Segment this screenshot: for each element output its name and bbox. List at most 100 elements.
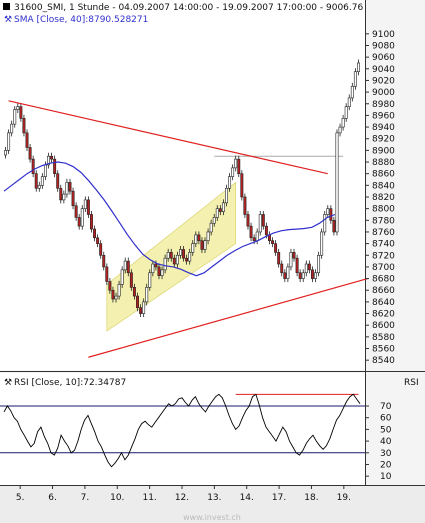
candle-body xyxy=(86,199,90,215)
candle-body xyxy=(65,182,69,195)
x-tick-label: 6. xyxy=(48,493,57,503)
candle xyxy=(332,216,336,236)
candle-body xyxy=(350,85,354,99)
candle xyxy=(31,155,35,178)
y-tick-label: 8960 xyxy=(372,111,395,121)
candle xyxy=(280,260,284,277)
candle xyxy=(10,120,14,137)
candle-body xyxy=(203,240,207,250)
candle xyxy=(114,292,118,303)
candle xyxy=(56,170,60,192)
candle xyxy=(37,181,41,192)
candle-body xyxy=(25,132,29,148)
candle xyxy=(335,129,339,236)
candle-body xyxy=(197,234,201,242)
candle xyxy=(347,94,351,111)
candle xyxy=(274,240,278,256)
candle-body xyxy=(175,254,179,265)
candle xyxy=(77,213,81,230)
candle xyxy=(22,114,26,137)
candle-body xyxy=(136,295,139,309)
candle-body xyxy=(71,190,75,207)
candle-body xyxy=(255,231,259,242)
candle-body xyxy=(99,243,103,256)
candle-body xyxy=(13,109,17,125)
candle xyxy=(215,205,219,221)
candle-body xyxy=(191,243,195,253)
candle-body xyxy=(206,231,210,242)
candle xyxy=(191,240,195,256)
candle-body xyxy=(234,158,238,169)
y-tick-label: 8800 xyxy=(372,205,395,215)
candle-body xyxy=(178,249,182,256)
y-tick-label: 9000 xyxy=(372,88,395,98)
candle-body xyxy=(215,208,219,218)
candle-body xyxy=(108,281,112,291)
x-tick-label: 18. xyxy=(304,493,318,503)
candle-body xyxy=(68,182,72,192)
candle-body xyxy=(298,272,302,279)
candle-body xyxy=(166,252,170,259)
price-panel-background xyxy=(0,0,365,370)
candle xyxy=(68,178,72,195)
candle-body xyxy=(28,147,32,160)
candle xyxy=(350,82,354,102)
candle xyxy=(326,205,330,218)
y-tick-label: 8740 xyxy=(372,240,395,250)
candle-body xyxy=(292,252,296,259)
x-tick-label: 7. xyxy=(81,493,90,503)
x-tick-label: 12. xyxy=(175,493,189,503)
rsi-y-tick-label: 30 xyxy=(380,449,392,459)
y-tick-label: 8920 xyxy=(372,135,395,145)
candle xyxy=(194,231,198,248)
candle xyxy=(344,103,348,122)
y-tick-label: 8980 xyxy=(372,100,395,110)
candle-body xyxy=(34,173,38,189)
chart-menu-icon[interactable] xyxy=(3,3,10,10)
candle-body xyxy=(332,220,336,233)
candle-body xyxy=(105,266,109,282)
candle-body xyxy=(77,217,81,227)
candle xyxy=(353,68,357,90)
candle-body xyxy=(89,214,93,230)
candle-body xyxy=(221,202,225,212)
candle xyxy=(136,292,139,312)
y-tick-label: 9040 xyxy=(372,65,395,75)
candle-body xyxy=(145,287,149,303)
x-tick-label: 5. xyxy=(16,493,25,503)
rsi-y-tick-label: 70 xyxy=(380,402,392,412)
candle xyxy=(271,237,275,248)
rsi-y-tick-label: 50 xyxy=(380,425,392,435)
y-tick-label: 9020 xyxy=(372,76,395,86)
candle xyxy=(317,251,321,277)
candle-body xyxy=(335,132,339,233)
candle-body xyxy=(151,263,155,274)
candle-body xyxy=(111,289,115,300)
sma-icon[interactable]: ⚒ xyxy=(4,15,12,25)
candle-body xyxy=(142,301,146,314)
candle xyxy=(13,106,17,128)
y-tick-label: 8820 xyxy=(372,193,395,203)
candle-body xyxy=(314,272,317,279)
candle xyxy=(142,298,146,318)
candle-body xyxy=(228,176,232,189)
candle-body xyxy=(261,214,265,227)
price-plot-area xyxy=(3,59,368,358)
rsi-y-tick-label: 10 xyxy=(380,472,392,482)
candle-body xyxy=(172,257,176,265)
candle-body xyxy=(304,263,308,274)
candle-body xyxy=(237,158,241,174)
candle-body xyxy=(209,222,213,233)
candle xyxy=(126,257,130,277)
candle xyxy=(111,286,115,303)
rsi-icon[interactable]: ⚒ xyxy=(4,378,12,388)
candle xyxy=(175,251,179,268)
y-tick-label: 8600 xyxy=(372,321,395,331)
candle-body xyxy=(56,173,60,189)
candle-body xyxy=(323,214,327,233)
candle-body xyxy=(344,106,348,119)
candle xyxy=(102,251,106,271)
candle-body xyxy=(126,260,130,274)
candle-body xyxy=(7,132,11,151)
candle-body xyxy=(129,272,133,288)
